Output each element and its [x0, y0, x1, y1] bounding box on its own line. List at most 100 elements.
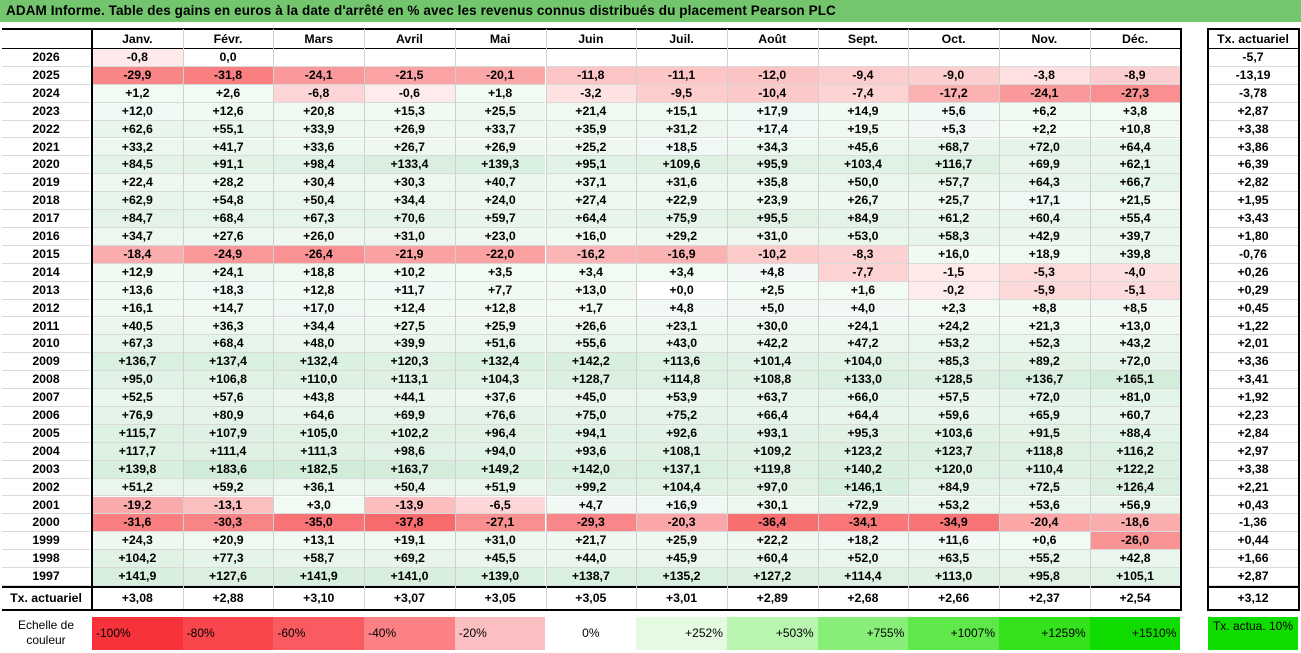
heat-cell: +98,4	[273, 156, 365, 175]
heat-cell: +64,4	[545, 210, 637, 228]
heat-cell: -24,1	[273, 66, 365, 85]
heat-cell: +25,2	[545, 138, 637, 157]
heat-cell: +1,6	[817, 281, 909, 300]
heat-cell: +25,5	[454, 102, 546, 121]
heat-cell: +89,2	[999, 353, 1090, 372]
heat-cell: +53,2	[908, 335, 999, 354]
legend-swatch: -40%	[364, 617, 455, 650]
heat-cell: +108,1	[636, 442, 727, 461]
column-header: Déc.	[1122, 32, 1149, 46]
column-divider	[273, 29, 275, 609]
heat-cell: +77,3	[182, 550, 274, 569]
heat-cell: +104,4	[636, 478, 727, 497]
heat-cell: +75,2	[636, 407, 727, 425]
heat-cell: +139,3	[454, 156, 546, 175]
row-year-label: 2013	[2, 281, 90, 300]
heat-cell: +60,4	[726, 550, 818, 569]
heat-cell: +12,6	[182, 102, 274, 121]
heat-cell: +104,3	[454, 371, 546, 390]
tx-cell: +1,22	[1208, 317, 1298, 336]
heat-cell: +52,3	[999, 335, 1090, 354]
heat-cell: +105,0	[273, 424, 365, 443]
heat-cell: +95,1	[545, 156, 637, 175]
heat-cell: +15,1	[636, 102, 727, 121]
heat-cell: +72,0	[1089, 353, 1181, 372]
heat-cell: +33,9	[273, 120, 365, 139]
heat-cell: +11,7	[364, 281, 455, 300]
heat-cell: +0,0	[636, 281, 727, 300]
heat-cell: +5,0	[726, 299, 818, 318]
heat-cell: +23,9	[726, 192, 818, 211]
heat-cell: +3,0	[273, 496, 365, 515]
heat-cell: +1,7	[545, 299, 637, 318]
heat-cell: -0,2	[908, 281, 999, 300]
heat-cell: +113,1	[364, 371, 455, 390]
heat-cell: +75,9	[636, 210, 727, 228]
column-divider	[636, 29, 638, 609]
heat-cell: +141,9	[273, 568, 365, 586]
heat-cell: +91,1	[182, 156, 274, 175]
heat-cell	[908, 49, 999, 67]
heat-cell: +42,2	[726, 335, 818, 354]
heat-cell: +123,7	[908, 442, 999, 461]
heat-cell: +23,1	[636, 317, 727, 336]
heat-cell: +96,4	[454, 424, 546, 443]
heat-cell: +43,0	[636, 335, 727, 354]
heat-cell: +45,5	[454, 550, 546, 569]
tx-cell: -1,36	[1208, 514, 1298, 533]
tx-cell: -5,7	[1208, 49, 1298, 67]
row-year-label: 2018	[2, 192, 90, 211]
heat-cell: +72,0	[999, 138, 1090, 157]
heat-cell: +51,9	[454, 478, 546, 497]
heat-cell: +39,9	[364, 335, 455, 354]
heat-cell: +34,4	[273, 317, 365, 336]
legend-swatch: -60%	[273, 617, 365, 650]
heat-cell: -5,9	[999, 281, 1090, 300]
heat-cell: +40,5	[92, 317, 183, 336]
heat-cell: +25,9	[636, 532, 727, 551]
heat-cell: -37,8	[364, 514, 455, 533]
heat-cell: +20,9	[182, 532, 274, 551]
footer-tx-cell: +2,66	[908, 587, 999, 609]
heat-cell: +16,1	[92, 299, 183, 318]
row-year-label: 2023	[2, 102, 90, 121]
heat-cell: +123,2	[817, 442, 909, 461]
heat-cell: +62,6	[92, 120, 183, 139]
heat-cell: +137,1	[636, 460, 727, 479]
tx-cell: +2,87	[1208, 568, 1298, 586]
heat-cell: +52,5	[92, 389, 183, 407]
heat-cell: +50,0	[817, 174, 909, 193]
heat-cell: +48,0	[273, 335, 365, 354]
heat-cell: -21,9	[364, 245, 455, 264]
heat-cell: +53,9	[636, 389, 727, 407]
heat-cell: +57,5	[908, 389, 999, 407]
heat-cell: +30,0	[726, 317, 818, 336]
heat-cell: -24,9	[182, 245, 274, 264]
heat-cell: +64,4	[817, 407, 909, 425]
heat-cell: +19,1	[364, 532, 455, 551]
row-year-label: 2003	[2, 460, 90, 479]
page-title: ADAM Informe. Table des gains en euros à…	[0, 0, 1301, 22]
footer-bottom-border	[2, 609, 1182, 611]
heat-cell: +21,5	[1089, 192, 1181, 211]
heat-cell: +40,7	[454, 174, 546, 193]
heat-cell: +44,0	[545, 550, 637, 569]
tx-cell: +3,36	[1208, 353, 1298, 372]
table-top-border	[2, 28, 1182, 30]
heat-cell: +93,1	[726, 424, 818, 443]
heat-cell: +68,4	[182, 335, 274, 354]
heat-cell: +113,0	[908, 568, 999, 586]
heat-cell: +139,0	[454, 568, 546, 586]
row-year-label: 2022	[2, 120, 90, 139]
heat-cell: -3,8	[999, 66, 1090, 85]
heat-cell: +27,5	[364, 317, 455, 336]
heat-cell: +108,8	[726, 371, 818, 390]
heat-cell: +3,8	[1089, 102, 1181, 121]
heat-cell: -13,1	[182, 496, 274, 515]
heat-cell: -26,4	[273, 245, 365, 264]
footer-tx-cell: +2,88	[182, 587, 274, 609]
heat-cell: +127,2	[726, 568, 818, 586]
tx-cell: +3,38	[1208, 460, 1298, 479]
heat-cell	[454, 49, 546, 67]
legend-swatch: -20%	[454, 617, 546, 650]
